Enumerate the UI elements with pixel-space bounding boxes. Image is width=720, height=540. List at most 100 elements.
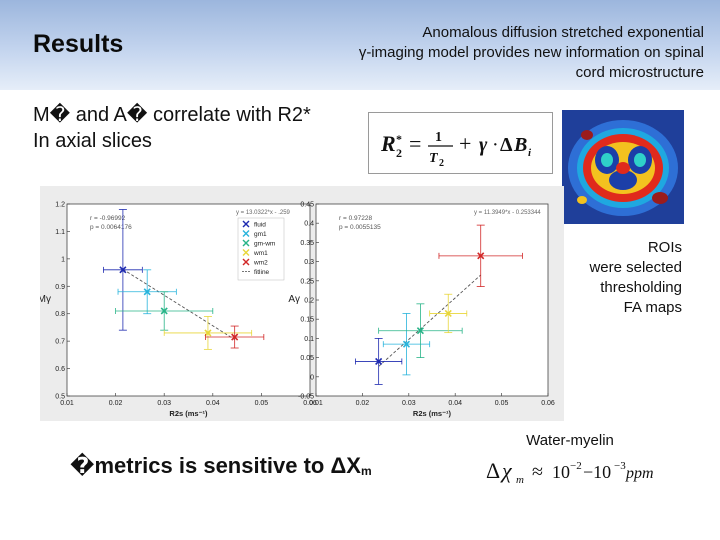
headline-line-1: M� and A� correlate with R2* [33,104,311,126]
conclusion-main: �metrics is sensitive to ΔX [70,453,361,478]
x-tick-label: 0.03 [157,400,171,407]
roi-note-line: ROIs [647,239,682,256]
legend-label: gm1 [254,231,267,238]
legend-marker [242,249,250,256]
correlation-plots: 0.01 0.02 0.03 0.04 0.05 0.06 0.5 0.6 0.7 0.8 0.9 1… [38,186,564,421]
svg-text:+: + [459,131,471,156]
r2-star-formula-graphic: R * 2 = 1 T 2 + γ · Δ B i [380,130,532,169]
y-tick-label: 1.1 [55,229,65,236]
slide-title: Results [33,30,124,58]
x-tick-label: 0.02 [109,400,123,407]
headline: M� and A� correlate with R2* In axial sl… [33,102,311,154]
svg-text:χ: χ [500,458,513,483]
y-tick-label: 0.8 [55,311,65,318]
svg-text:Δ: Δ [486,458,500,483]
x-axis-label: R2s (ms⁻¹) [413,409,452,418]
svg-text:2: 2 [439,158,444,169]
roi-note-line: FA maps [623,299,682,316]
stat-r: r = -0.96992 [90,215,126,222]
water-myelin-formula: Δ χ m ≈ 10 −2 −10 −3 ppm [486,458,654,486]
conclusion-subscript: m [360,464,372,478]
point-wm2 [231,333,239,341]
legend-label: fluid [254,222,266,229]
y-tick-label: 0.6 [55,366,65,373]
headline-line-2: In axial slices [33,130,152,152]
correlation-plots-svg: 0.01 0.02 0.03 0.04 0.05 0.06 0.5 0.6 0.7 0.8 0.9 1… [38,202,555,419]
y-tick-label: 1 [61,256,65,263]
y-tick-label: 0 [310,374,314,381]
roi-note: ROIs were selected thresholding FA maps [560,238,682,318]
svg-text:1: 1 [435,130,442,145]
roi-note-line: thresholding [600,279,682,296]
plot-frame [315,203,549,397]
svg-text:−2: −2 [570,460,582,472]
stat-p: p = 0.0055135 [339,224,381,231]
fit-line [378,274,482,367]
x-tick-label: 0.06 [541,400,555,407]
x-tick-label: 0.01 [60,400,74,407]
svg-text:*: * [396,132,402,146]
legend-box [237,217,285,281]
y-axis-label: Mγ [40,294,51,305]
legend-label: fitline [254,269,270,276]
svg-text:ppm: ppm [625,465,654,482]
point-fluid [119,266,127,274]
svg-text:Δ: Δ [500,134,513,156]
y-tick-label: 1.2 [55,202,65,209]
rois-fa-map-image [562,110,684,224]
conclusion-text: �metrics is sensitive to ΔXm [70,453,372,479]
point-gm1 [143,288,151,296]
x-tick-label: 0.03 [402,400,416,407]
point-gm-wm [416,327,424,335]
x-tick-label: 0.05 [255,400,269,407]
legend-marker [242,220,250,228]
x-tick-label: 0.01 [309,400,323,407]
svg-text:2: 2 [396,146,402,160]
stat-p: p = 0.0064176 [90,224,132,231]
svg-text:m: m [516,474,524,486]
y-tick-label: 0.5 [55,394,65,401]
legend-marker [242,230,250,237]
legend-marker [242,239,250,247]
svg-text:B: B [513,134,527,156]
y-tick-label: -0.05 [298,394,314,401]
y-axis-label: Aγ [288,294,300,305]
svg-text:10: 10 [552,462,570,482]
point-wm2 [477,252,485,260]
legend-label: wm1 [253,250,268,257]
y-tick-label: 0.2 [304,298,314,305]
y-tick-label: 0.35 [300,240,314,247]
x-tick-label: 0.04 [448,400,462,407]
roi-note-line: were selected [589,259,682,276]
svg-text:=: = [409,131,421,156]
stat-r: r = 0.97228 [339,215,372,222]
x-tick-label: 0.06 [303,400,317,407]
x-tick-label: 0.04 [206,400,220,407]
fit-line [122,268,235,340]
svg-text:γ: γ [479,134,488,156]
point-gm1 [402,340,411,348]
point-wm1 [444,309,452,318]
svg-text:−10: −10 [583,462,611,482]
x-tick-label: 0.02 [356,400,370,407]
legend-label: wm2 [253,260,268,267]
slide-subtitle: Anomalous diffusion stretched exponentia… [274,23,704,83]
y-tick-label: 0.25 [300,278,314,285]
svg-text:≈: ≈ [532,461,543,483]
svg-text:i: i [528,147,532,159]
subtitle-line: cord microstructure [575,64,704,81]
water-myelin-label: Water-myelin [526,432,614,449]
svg-text:R: R [380,131,396,156]
fit-equation: y = 13.0322*x - .259 [236,210,291,216]
y-tick-label: 0.4 [304,221,314,228]
point-wm1 [204,329,212,337]
y-tick-label: 0.45 [300,202,314,209]
point-gm-wm [160,307,168,315]
point-fluid [375,357,383,366]
svg-text:−3: −3 [614,460,626,472]
legend-label: gm-wm [254,241,275,248]
x-axis-label: R2s (ms⁻¹) [169,409,208,418]
y-tick-label: 0.15 [300,317,314,324]
y-tick-label: 0.7 [55,339,65,346]
x-tick-label: 0.05 [495,400,509,407]
